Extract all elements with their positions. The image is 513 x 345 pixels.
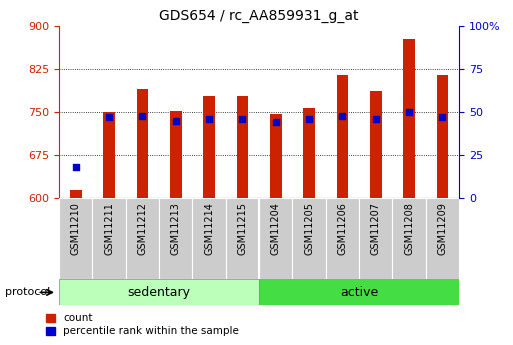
Text: GSM11207: GSM11207 xyxy=(371,203,381,255)
Point xyxy=(438,115,446,120)
Text: GSM11208: GSM11208 xyxy=(404,203,414,255)
Bar xyxy=(426,198,459,279)
Text: GSM11206: GSM11206 xyxy=(338,203,347,255)
Point xyxy=(105,115,113,120)
Bar xyxy=(70,190,82,198)
Bar xyxy=(437,75,448,198)
Bar xyxy=(270,114,282,198)
Bar xyxy=(159,198,192,279)
Point xyxy=(405,109,413,115)
Bar xyxy=(226,198,259,279)
Bar xyxy=(370,91,382,198)
Text: GSM11209: GSM11209 xyxy=(438,203,447,255)
Bar xyxy=(192,198,226,279)
Bar xyxy=(103,112,115,198)
Bar xyxy=(259,198,292,279)
Point xyxy=(305,116,313,122)
Bar xyxy=(136,89,148,198)
Bar xyxy=(337,75,348,198)
Text: GSM11211: GSM11211 xyxy=(104,203,114,255)
Bar xyxy=(303,108,315,198)
Text: GSM11212: GSM11212 xyxy=(137,203,147,255)
Text: GSM11214: GSM11214 xyxy=(204,203,214,255)
Text: GSM11215: GSM11215 xyxy=(238,203,247,255)
Bar xyxy=(292,198,326,279)
Title: GDS654 / rc_AA859931_g_at: GDS654 / rc_AA859931_g_at xyxy=(160,9,359,23)
Text: sedentary: sedentary xyxy=(128,286,190,299)
Point xyxy=(338,113,346,118)
Bar xyxy=(259,279,459,305)
Point xyxy=(171,118,180,124)
Point xyxy=(138,113,147,118)
Legend: count, percentile rank within the sample: count, percentile rank within the sample xyxy=(46,313,239,336)
Text: GSM11204: GSM11204 xyxy=(271,203,281,255)
Text: active: active xyxy=(340,286,378,299)
Bar xyxy=(59,198,92,279)
Point xyxy=(205,116,213,122)
Point xyxy=(71,165,80,170)
Bar xyxy=(203,96,215,198)
Bar xyxy=(359,198,392,279)
Text: GSM11213: GSM11213 xyxy=(171,203,181,255)
Point xyxy=(238,116,246,122)
Text: GSM11210: GSM11210 xyxy=(71,203,81,255)
Bar xyxy=(92,198,126,279)
Bar xyxy=(236,96,248,198)
Bar xyxy=(392,198,426,279)
Text: protocol: protocol xyxy=(5,287,50,297)
Bar xyxy=(403,39,415,198)
Bar xyxy=(59,279,259,305)
Bar xyxy=(326,198,359,279)
Text: GSM11205: GSM11205 xyxy=(304,203,314,255)
Bar xyxy=(126,198,159,279)
Point xyxy=(371,116,380,122)
Bar xyxy=(170,111,182,198)
Point xyxy=(271,120,280,125)
